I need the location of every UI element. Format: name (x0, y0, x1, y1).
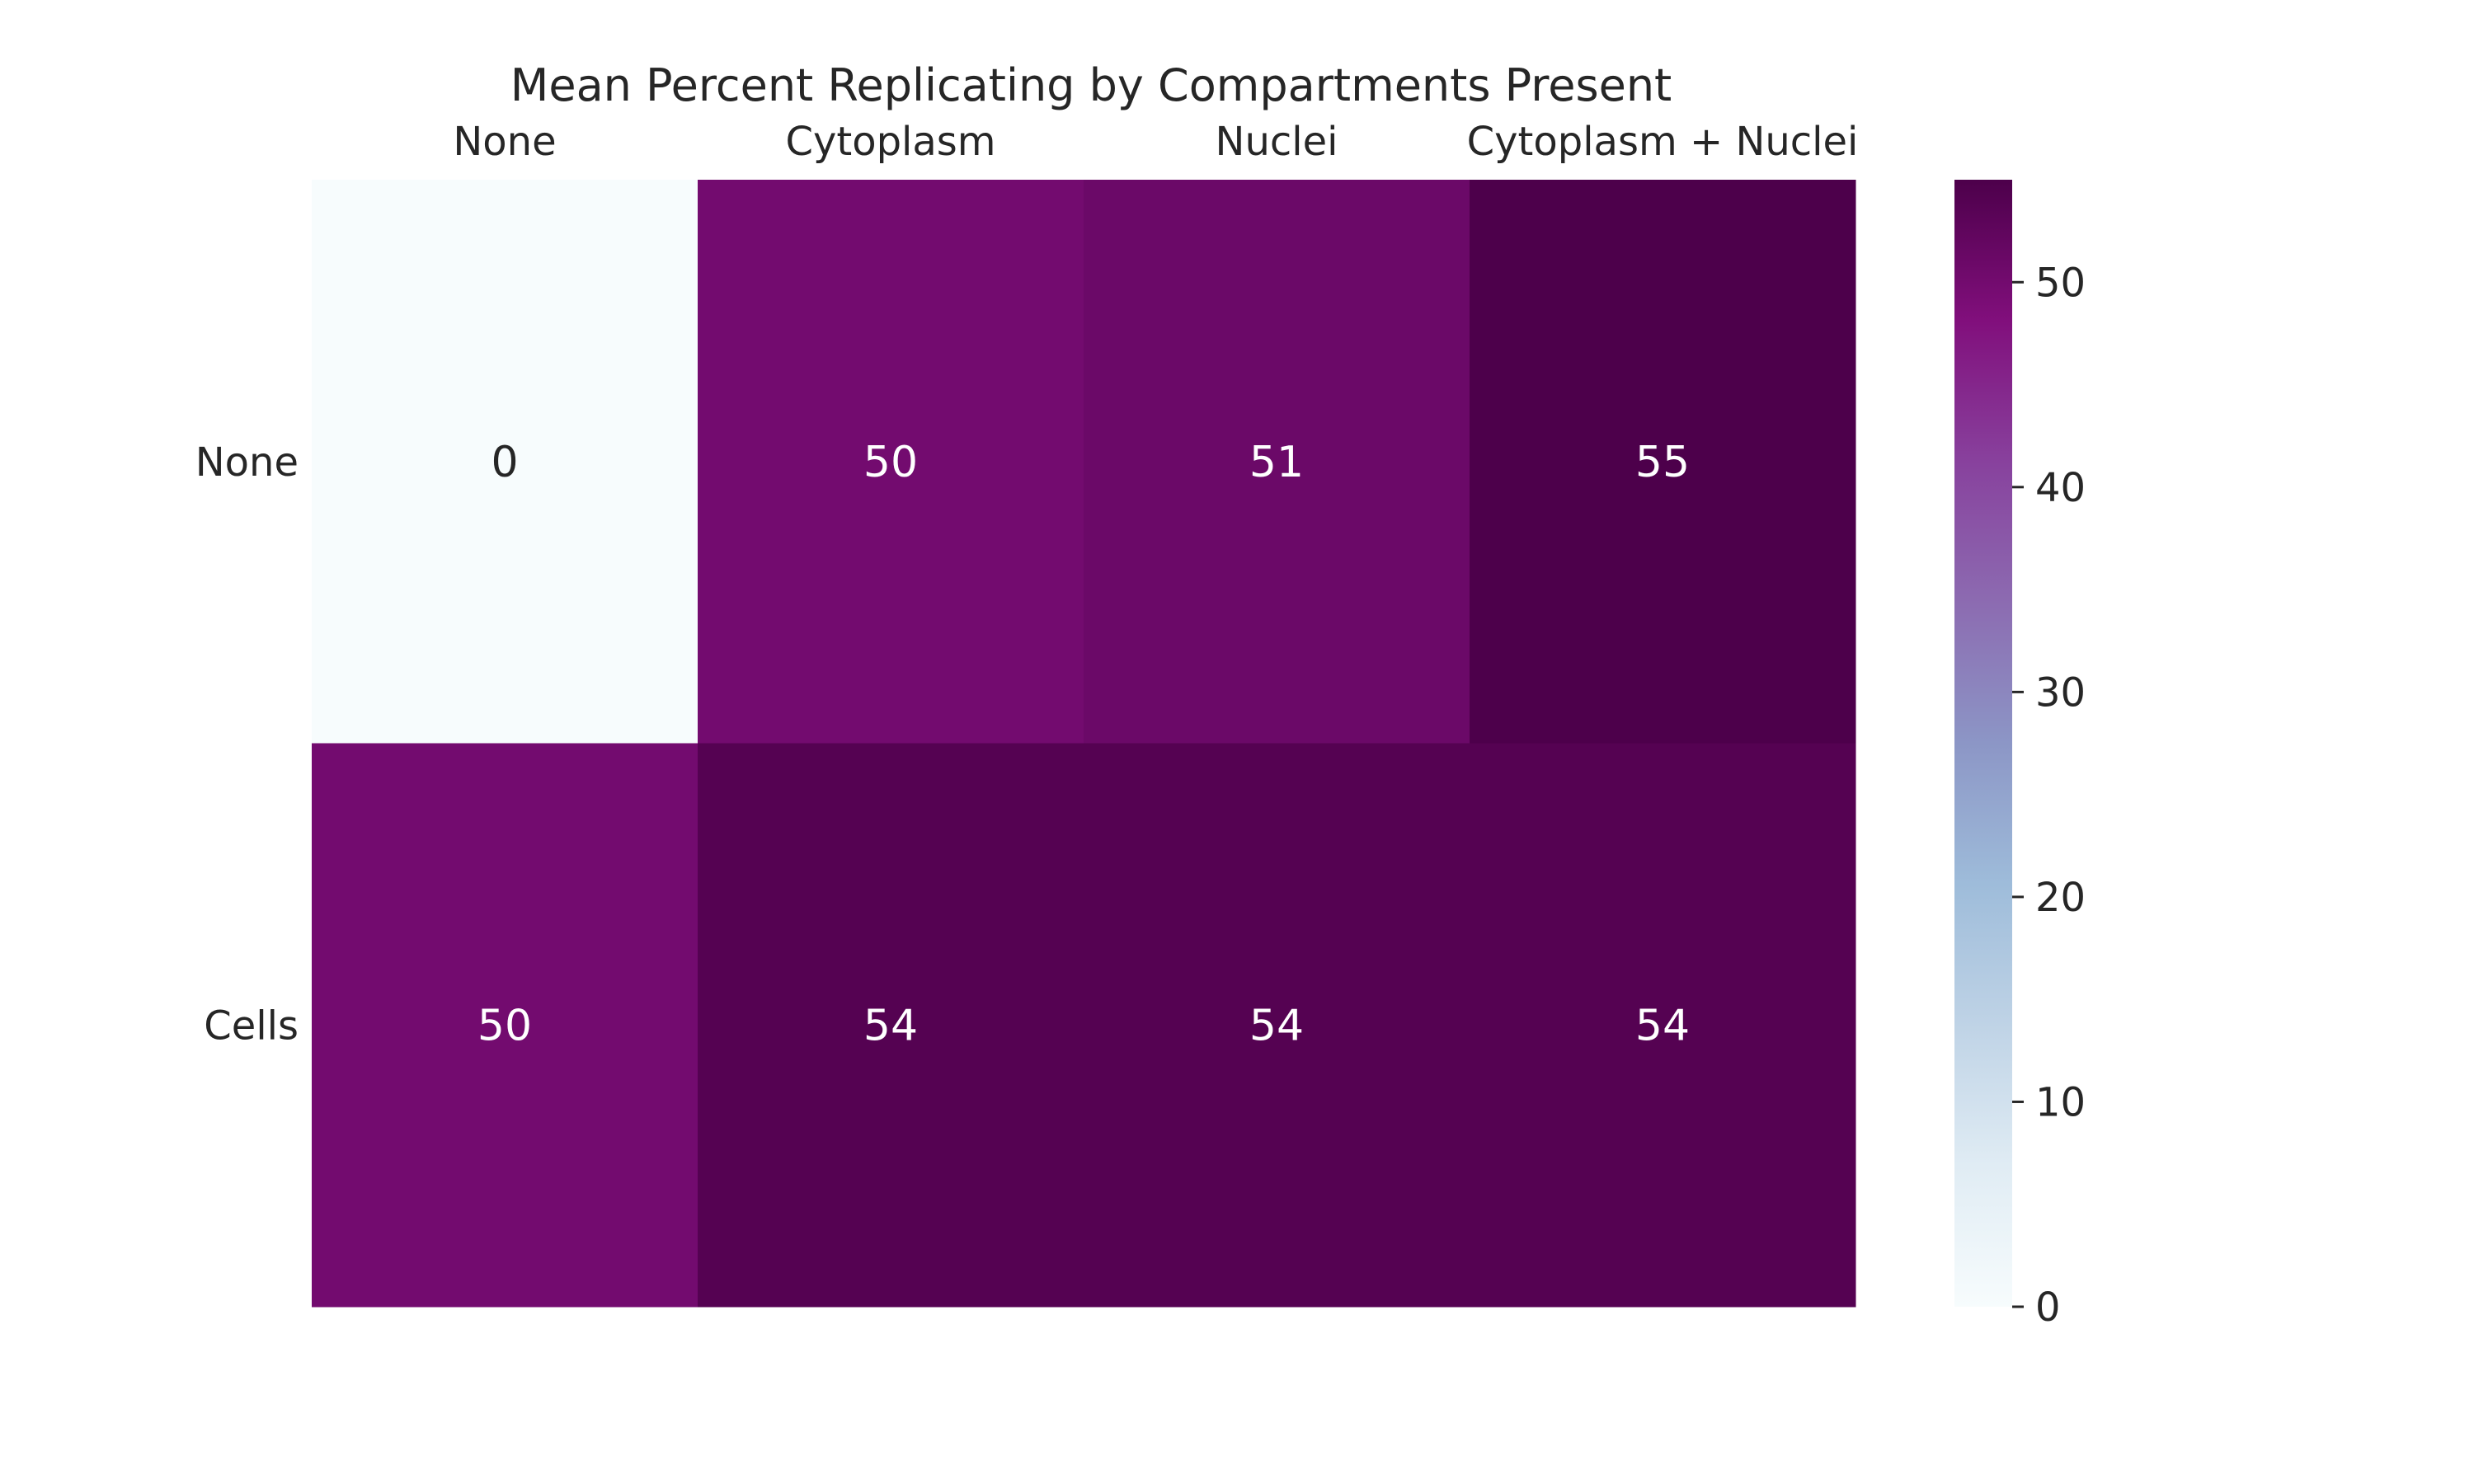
heatmap-cell-label: 0 (491, 438, 518, 487)
colorbar-tick-label: 40 (2035, 465, 2086, 511)
column-label: Nuclei (1216, 119, 1338, 165)
heatmap-cell-labels: 0 50 51 55 50 54 54 54 (477, 438, 1690, 1051)
chart-title: Mean Percent Replicating by Compartments… (510, 59, 1672, 111)
heatmap-cell (1084, 180, 1470, 744)
heatmap-cell-label: 50 (863, 438, 918, 487)
heatmap-cells (312, 180, 1856, 1308)
heatmap-cell-label: 50 (477, 1001, 532, 1050)
heatmap-cell (1470, 743, 1856, 1308)
column-label: Cytoplasm (785, 119, 995, 165)
column-label: None (453, 119, 556, 165)
heatmap-cell (698, 180, 1084, 744)
colorbar: 0 10 20 30 40 50 (1954, 180, 2086, 1331)
heatmap-cell-label: 55 (1635, 438, 1690, 487)
row-label: Cells (204, 1003, 299, 1049)
colorbar-tick-label: 30 (2035, 669, 2086, 716)
row-label: None (195, 439, 299, 486)
heatmap-cell-label: 51 (1249, 438, 1304, 487)
heatmap-cell (1470, 180, 1856, 744)
column-label: Cytoplasm + Nuclei (1467, 119, 1859, 165)
colorbar-tick-label: 20 (2035, 875, 2086, 921)
colorbar-gradient (1954, 180, 2012, 1307)
heatmap-cell-label: 54 (1635, 1001, 1690, 1050)
heatmap-cell (312, 180, 698, 744)
colorbar-tick-label: 50 (2035, 260, 2086, 306)
column-labels: None Cytoplasm Nuclei Cytoplasm + Nuclei (453, 119, 1858, 165)
colorbar-tick-label: 0 (2035, 1284, 2061, 1331)
heatmap-cell (1084, 743, 1470, 1308)
heatmap-cell (698, 743, 1084, 1308)
heatmap-cell-label: 54 (1249, 1001, 1304, 1050)
heatmap-cell (312, 743, 698, 1308)
heatmap-cell-label: 54 (863, 1001, 918, 1050)
row-labels: None Cells (195, 439, 299, 1050)
colorbar-tick-label: 10 (2035, 1079, 2086, 1125)
